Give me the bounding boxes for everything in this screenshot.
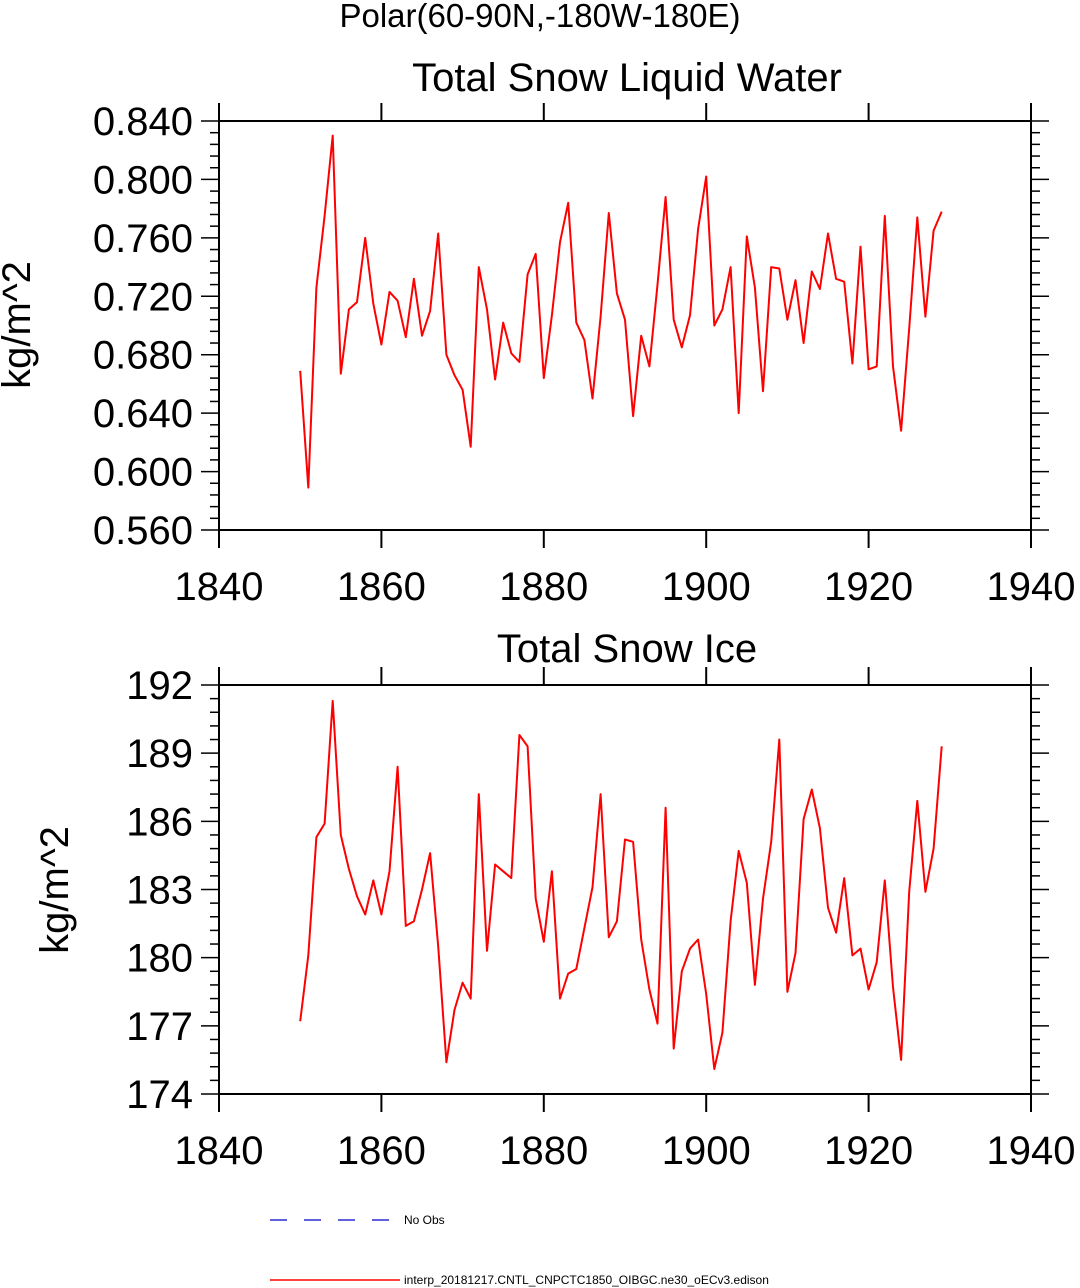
y-tick-label: 183 [126, 869, 193, 913]
super-title: Polar(60-90N,-180W-180E) [339, 0, 740, 34]
chart-title: Total Snow Ice [497, 627, 757, 671]
y-tick-label: 180 [126, 937, 193, 981]
y-tick-label: 189 [126, 732, 193, 776]
x-tick-label: 1840 [175, 1129, 264, 1173]
y-tick-label: 0.840 [93, 100, 193, 144]
x-tick-label: 1860 [337, 565, 426, 609]
y-tick-label: 177 [126, 1005, 193, 1049]
plot-frame [218, 120, 1032, 531]
y-tick-label: 0.800 [93, 158, 193, 202]
x-tick-label: 1940 [987, 565, 1076, 609]
chart-panel-1: Total Snow Ice kg/m^2 1840 1860 1880 1900 19… [33, 627, 1075, 1173]
x-tick-label: 1940 [987, 1129, 1076, 1173]
legend: No Obs interp_20181217.CNTL_CNPCTC1850_O… [270, 1213, 769, 1287]
y-tick-label: 0.560 [93, 509, 193, 553]
x-tick-label: 1880 [499, 1129, 588, 1173]
chart-panel-0: Total Snow Liquid Water kg/m^2 1840 1860 1… [0, 56, 1075, 609]
x-tick-label: 1920 [824, 565, 913, 609]
x-tick-label: 1920 [824, 1129, 913, 1173]
y-tick-label: 0.720 [93, 275, 193, 319]
series-line [299, 134, 943, 489]
legend-label-no-obs: No Obs [404, 1213, 445, 1227]
x-tick-label: 1900 [662, 1129, 751, 1173]
y-tick-label: 0.680 [93, 334, 193, 378]
y-tick-label: 174 [126, 1073, 193, 1117]
series-line [299, 699, 943, 1070]
y-tick-label: 192 [126, 664, 193, 708]
x-tick-label: 1860 [337, 1129, 426, 1173]
y-tick-label: 0.600 [93, 451, 193, 495]
y-axis-label: kg/m^2 [0, 261, 39, 389]
y-tick-label: 186 [126, 800, 193, 844]
x-tick-label: 1840 [175, 565, 264, 609]
x-tick-label: 1880 [499, 565, 588, 609]
y-tick-label: 0.640 [93, 392, 193, 436]
chart-title: Total Snow Liquid Water [412, 56, 842, 100]
y-axis-label: kg/m^2 [33, 826, 77, 954]
x-tick-label: 1900 [662, 565, 751, 609]
y-tick-label: 0.760 [93, 217, 193, 261]
legend-label-model: interp_20181217.CNTL_CNPCTC1850_OIBGC.ne… [404, 1273, 769, 1287]
